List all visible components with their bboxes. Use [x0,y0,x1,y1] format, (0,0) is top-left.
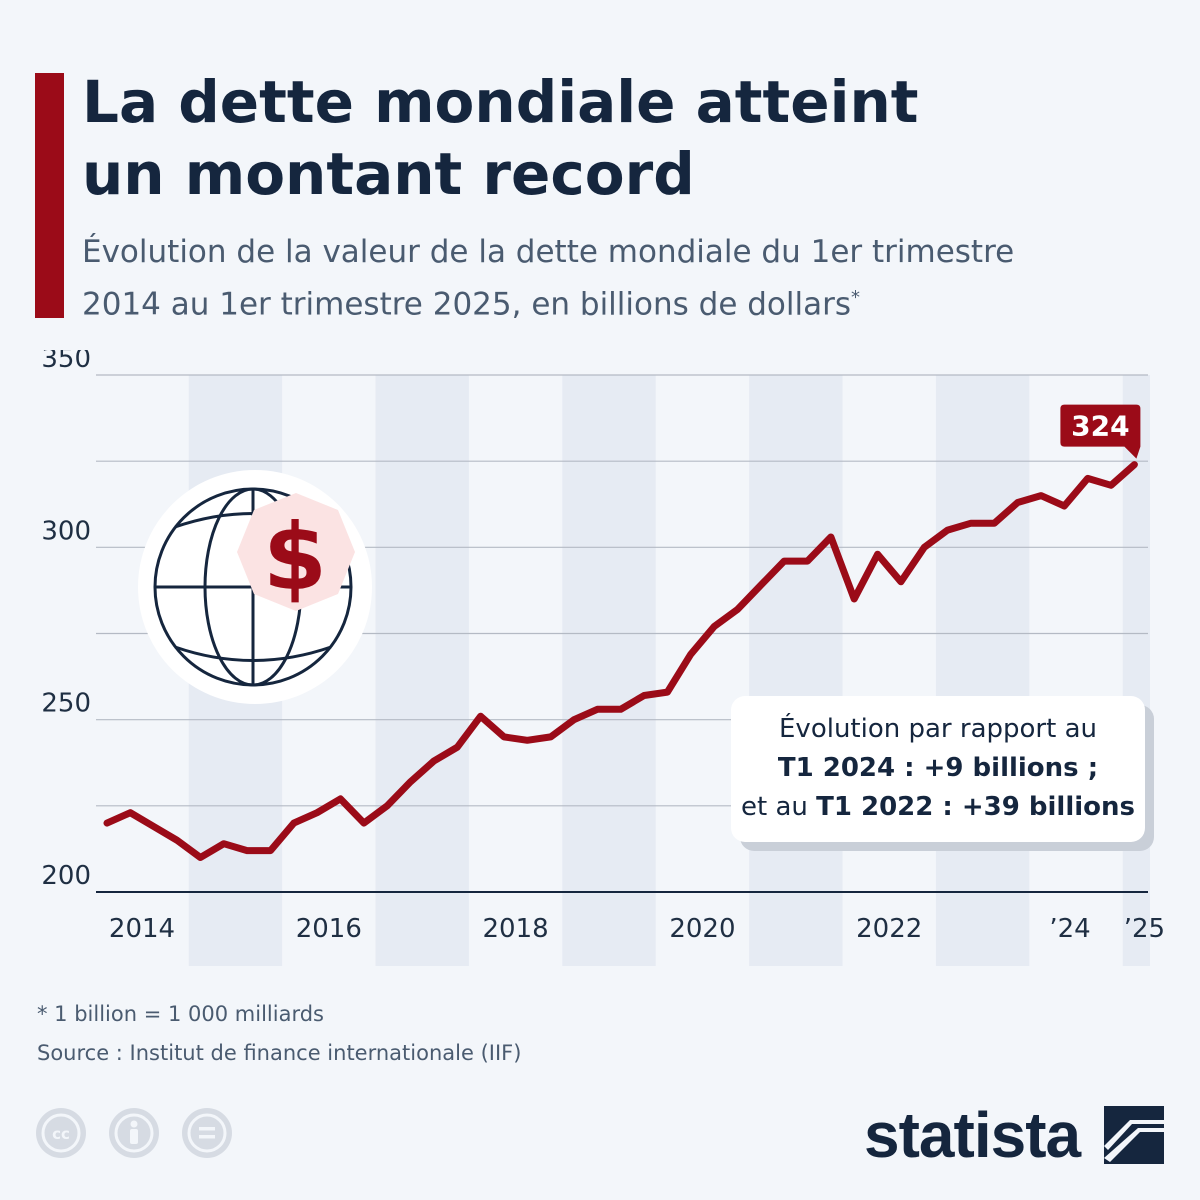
x-tick-label: 2016 [296,914,362,944]
footnote: * 1 billion = 1 000 milliards [37,1002,324,1026]
y-tick-label: 300 [41,516,91,546]
subtitle-footnote-mark: * [851,287,861,308]
statista-logo[interactable]: statista [864,1099,1081,1171]
by-icon[interactable] [109,1108,160,1158]
gridlines [96,374,1148,893]
annotation-line-2: T1 2024 : +9 billions ; [777,753,1099,783]
globe-dollar-illustration: $ [138,470,372,704]
x-tick-label: ’25 [1124,914,1165,944]
subtitle-line-2: 2014 au 1er trimestre 2025, en billions … [82,286,852,323]
page-subtitle: Évolution de la valeur de la dette mondi… [82,230,1172,327]
x-tick-label: 2018 [483,914,549,944]
year-band [375,375,469,966]
y-tick-label: 200 [41,861,91,891]
annotation-line-3-prefix: et au [740,792,817,822]
accent-bar [35,73,64,318]
dollar-icon: $ [263,504,327,611]
cc-icon[interactable]: cc [36,1108,86,1158]
dollar-badge-background [237,493,355,611]
title-line-1: La dette mondiale atteint [82,68,919,136]
year-band [935,375,1030,966]
license-icons: cc [36,1108,250,1158]
year-bands [188,375,1150,966]
source-text: Source : Institut de finance internation… [37,1041,522,1065]
statista-mark-icon [1104,1106,1164,1164]
last-value-callout-bg [1060,404,1141,459]
x-tick-label: 2020 [669,914,735,944]
x-tick-label: 2022 [856,914,922,944]
page-title: La dette mondiale atteint un montant rec… [82,66,1162,210]
nd-icon[interactable] [182,1108,233,1158]
y-axis-ticks: 200 250 300 350 [41,350,91,891]
series-line-dette-mondiale [103,461,1138,861]
x-axis-ticks: 2014 2016 2018 2020 2022 ’24 ’25 [109,914,1165,944]
x-tick-label: ’24 [1049,914,1090,944]
annotation-line-1: Évolution par rapport au [779,714,1097,744]
year-band [562,375,656,966]
title-line-2: un montant record [82,140,695,208]
last-value-label: 324 [1071,410,1129,443]
y-tick-label: 250 [41,689,91,719]
year-band [749,375,843,966]
subtitle-line-1: Évolution de la valeur de la dette mondi… [82,234,1015,270]
cc-icon-glyph: cc [52,1125,70,1143]
change-annotation: Évolution par rapport au T1 2024 : +9 bi… [731,696,1145,842]
annotation-line-3: T1 2022 : +39 billions [816,792,1135,822]
x-tick-label: 2014 [109,914,175,944]
last-value-callout: 324 [1060,404,1141,459]
y-tick-label: 350 [41,350,91,374]
